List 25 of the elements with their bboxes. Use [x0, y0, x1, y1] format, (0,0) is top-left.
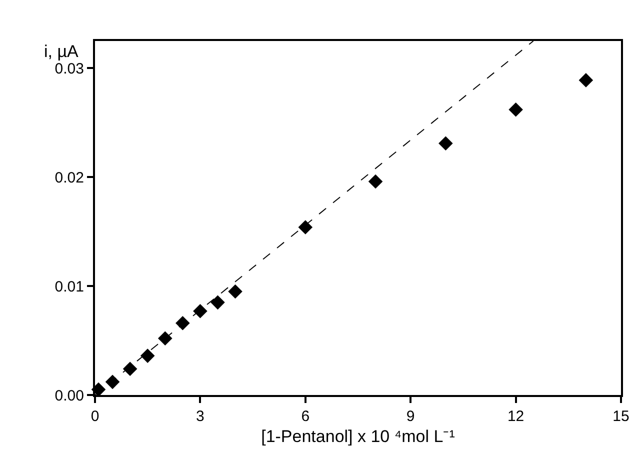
x-tick-label: 3 — [196, 408, 204, 425]
y-tick-label: 0.01 — [54, 278, 84, 296]
point — [228, 284, 242, 299]
x-tick-label: 15 — [612, 408, 630, 425]
point — [298, 220, 313, 234]
point — [578, 73, 594, 88]
point — [508, 102, 523, 117]
x-tick-label: 0 — [90, 408, 100, 425]
point — [193, 304, 208, 318]
point — [438, 136, 453, 151]
y-tick-label: 0.00 — [54, 387, 84, 404]
point — [176, 316, 190, 330]
point — [368, 174, 383, 189]
y-tick-label: 0.03 — [54, 60, 84, 78]
x-tick-label: 9 — [406, 408, 415, 425]
y-axis-title: i, µA — [44, 42, 80, 61]
x-axis-title: [1-Pentanol] x 10 ⁴mol L⁻¹ — [261, 426, 456, 446]
point — [140, 348, 155, 363]
point — [105, 374, 120, 390]
point — [210, 295, 225, 310]
y-tick-label: 0.02 — [54, 169, 84, 186]
x-tick-label: 12 — [507, 408, 524, 425]
x-tick-label: 6 — [301, 408, 310, 425]
point — [122, 362, 138, 376]
point — [158, 331, 172, 346]
